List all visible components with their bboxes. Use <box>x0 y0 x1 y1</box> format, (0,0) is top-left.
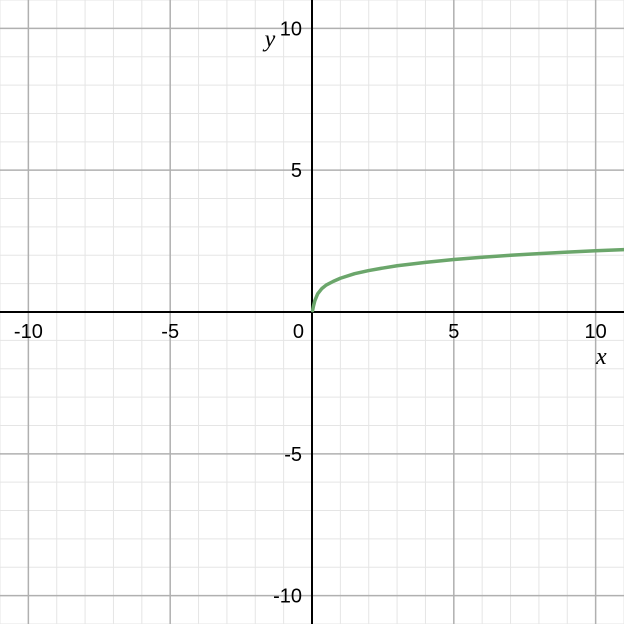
x-tick-label: 0 <box>293 321 304 343</box>
y-axis-label: y <box>263 26 276 52</box>
x-axis-label: x <box>595 344 607 370</box>
y-tick-label: 5 <box>291 160 302 182</box>
coordinate-chart: -10-50510-10-5510xy <box>0 0 624 624</box>
x-tick-label: -10 <box>14 321 43 343</box>
x-tick-label: -5 <box>161 321 179 343</box>
x-tick-label: 10 <box>585 321 607 343</box>
y-tick-label: 10 <box>280 18 302 40</box>
x-tick-label: 5 <box>448 321 459 343</box>
y-tick-label: -5 <box>284 444 302 466</box>
chart-container: -10-50510-10-5510xy <box>0 0 624 624</box>
y-tick-label: -10 <box>273 586 302 608</box>
